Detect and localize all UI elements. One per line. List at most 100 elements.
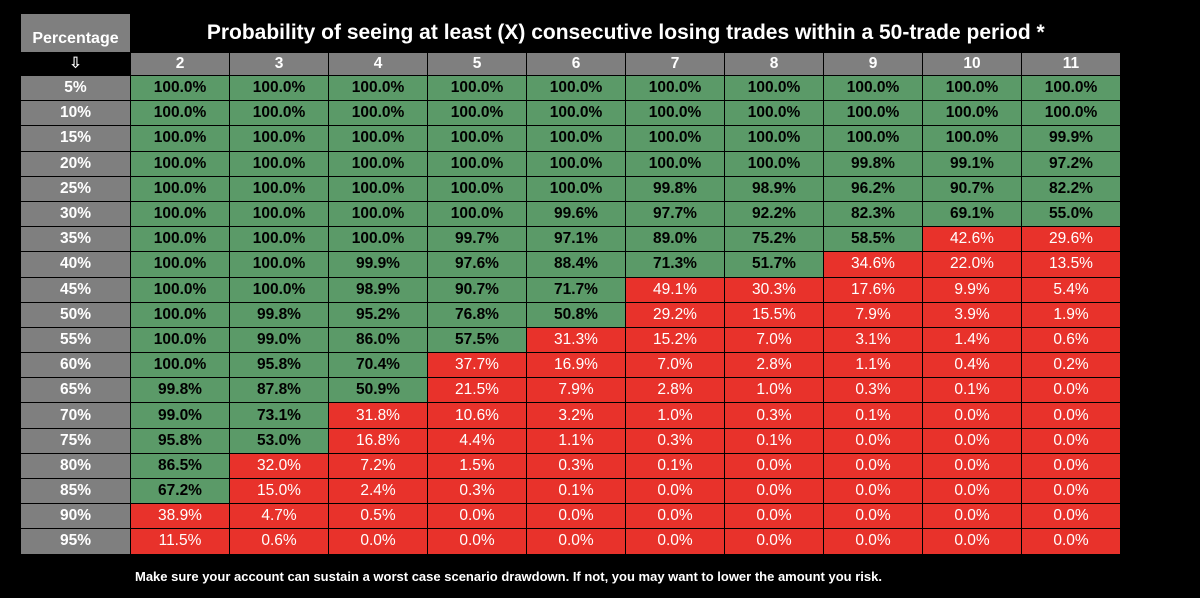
table-cell: 86.5% xyxy=(130,452,230,480)
table-cell: 100.0% xyxy=(130,74,230,102)
table-cell: 0.0% xyxy=(724,477,824,505)
table-cell: 99.8% xyxy=(130,377,230,404)
table-cell: 1.1% xyxy=(823,352,923,379)
table-cell: 0.6% xyxy=(1021,326,1121,354)
table-cell: 31.3% xyxy=(526,326,626,354)
table-cell: 0.1% xyxy=(625,452,725,480)
table-cell: 16.9% xyxy=(526,352,626,379)
table-cell: 0.0% xyxy=(823,528,923,555)
table-row: 5% 100.0% 100.0% 100.0% 100.0% 100.0% 100.0% 10… xyxy=(20,74,1121,102)
row-header: 55% xyxy=(20,326,131,354)
table-cell: 97.2% xyxy=(1021,150,1121,177)
table-cell: 2.8% xyxy=(625,377,725,404)
table-cell: 0.0% xyxy=(922,477,1022,505)
table-cell: 0.0% xyxy=(724,452,824,480)
table-cell: 100.0% xyxy=(724,100,824,127)
table-cell: 100.0% xyxy=(130,301,230,328)
table-cell: 100.0% xyxy=(328,200,428,228)
table-cell: 0.1% xyxy=(922,377,1022,404)
table-cell: 100.0% xyxy=(130,125,230,152)
table-cell: 100.0% xyxy=(328,150,428,177)
table-cell: 100.0% xyxy=(229,125,329,152)
table-cell: 100.0% xyxy=(922,100,1022,127)
table-cell: 100.0% xyxy=(427,200,527,228)
table-cell: 100.0% xyxy=(427,125,527,152)
row-header: 15% xyxy=(20,125,131,152)
table-row: 90% 38.9% 4.7% 0.5% 0.0% 0.0% 0.0% 0.0% 0.0% 0.0%… xyxy=(20,503,1121,530)
table-cell: 13.5% xyxy=(1021,251,1121,278)
row-header: 10% xyxy=(20,100,131,127)
table-row: 35% 100.0% 100.0% 100.0% 99.7% 97.1% 89.0% 75.2… xyxy=(20,226,1121,253)
table-cell: 100.0% xyxy=(526,125,626,152)
row-header: 20% xyxy=(20,150,131,177)
column-header: 3 xyxy=(229,52,329,76)
table-cell: 0.0% xyxy=(1021,377,1121,404)
table-cell: 100.0% xyxy=(229,150,329,177)
table-cell: 0.0% xyxy=(1021,477,1121,505)
table-cell: 10.6% xyxy=(427,402,527,429)
table-cell: 0.3% xyxy=(526,452,626,480)
table-row: 85% 67.2% 15.0% 2.4% 0.3% 0.1% 0.0% 0.0% 0.0% 0.0… xyxy=(20,477,1121,505)
row-header: 60% xyxy=(20,352,131,379)
down-arrow-icon: ⇩ xyxy=(20,52,131,76)
table-cell: 100.0% xyxy=(823,100,923,127)
table-cell: 17.6% xyxy=(823,276,923,303)
table-cell: 22.0% xyxy=(922,251,1022,278)
row-header: 75% xyxy=(20,427,131,454)
table-cell: 86.0% xyxy=(328,326,428,354)
table-cell: 100.0% xyxy=(328,226,428,253)
table-cell: 99.8% xyxy=(625,175,725,202)
table-cell: 7.9% xyxy=(823,301,923,328)
table-cell: 0.0% xyxy=(922,503,1022,530)
row-header: 40% xyxy=(20,251,131,278)
table-cell: 87.8% xyxy=(229,377,329,404)
table-cell: 100.0% xyxy=(130,175,230,202)
table-cell: 15.0% xyxy=(229,477,329,505)
table-cell: 0.0% xyxy=(328,528,428,555)
row-header: 25% xyxy=(20,175,131,202)
table-cell: 97.7% xyxy=(625,200,725,228)
table-cell: 100.0% xyxy=(328,125,428,152)
table-cell: 2.4% xyxy=(328,477,428,505)
table-cell: 42.6% xyxy=(922,226,1022,253)
table-cell: 70.4% xyxy=(328,352,428,379)
table-cell: 100.0% xyxy=(1021,100,1121,127)
table-cell: 100.0% xyxy=(1021,74,1121,102)
table-cell: 32.0% xyxy=(229,452,329,480)
table-cell: 100.0% xyxy=(427,100,527,127)
column-header-row: ⇩ 2 3 4 5 6 7 8 9 10 11 xyxy=(20,52,1121,76)
table-cell: 0.0% xyxy=(823,452,923,480)
table-cell: 100.0% xyxy=(328,74,428,102)
table-row: 70% 99.0% 73.1% 31.8% 10.6% 3.2% 1.0% 0.3% 0.1% 0… xyxy=(20,402,1121,429)
table-cell: 100.0% xyxy=(526,100,626,127)
table-cell: 100.0% xyxy=(130,200,230,228)
table-cell: 100.0% xyxy=(625,100,725,127)
column-header: 10 xyxy=(922,52,1022,76)
table-cell: 95.8% xyxy=(229,352,329,379)
table-cell: 0.1% xyxy=(724,427,824,454)
footnote: Make sure your account can sustain a wor… xyxy=(135,569,882,584)
table-cell: 100.0% xyxy=(724,74,824,102)
table-cell: 29.6% xyxy=(1021,226,1121,253)
table-cell: 1.9% xyxy=(1021,301,1121,328)
table-cell: 99.8% xyxy=(823,150,923,177)
table-cell: 21.5% xyxy=(427,377,527,404)
table-cell: 100.0% xyxy=(328,100,428,127)
table-cell: 55.0% xyxy=(1021,200,1121,228)
table-row: 30% 100.0% 100.0% 100.0% 100.0% 99.6% 97.7% 92.… xyxy=(20,200,1121,228)
table-cell: 100.0% xyxy=(427,175,527,202)
table-cell: 69.1% xyxy=(922,200,1022,228)
table-cell: 99.0% xyxy=(130,402,230,429)
table-cell: 0.3% xyxy=(724,402,824,429)
table-cell: 73.1% xyxy=(229,402,329,429)
table-row: 20% 100.0% 100.0% 100.0% 100.0% 100.0% 100.0% 1… xyxy=(20,150,1121,177)
table-cell: 0.0% xyxy=(1021,402,1121,429)
table-cell: 0.6% xyxy=(229,528,329,555)
table-cell: 57.5% xyxy=(427,326,527,354)
table-cell: 30.3% xyxy=(724,276,824,303)
table-cell: 0.3% xyxy=(625,427,725,454)
table-cell: 99.9% xyxy=(328,251,428,278)
table-row: 55% 100.0% 99.0% 86.0% 57.5% 31.3% 15.2% 7.0% 3.… xyxy=(20,326,1121,354)
table-cell: 100.0% xyxy=(229,200,329,228)
table-row: 80% 86.5% 32.0% 7.2% 1.5% 0.3% 0.1% 0.0% 0.0% 0.0… xyxy=(20,452,1121,480)
